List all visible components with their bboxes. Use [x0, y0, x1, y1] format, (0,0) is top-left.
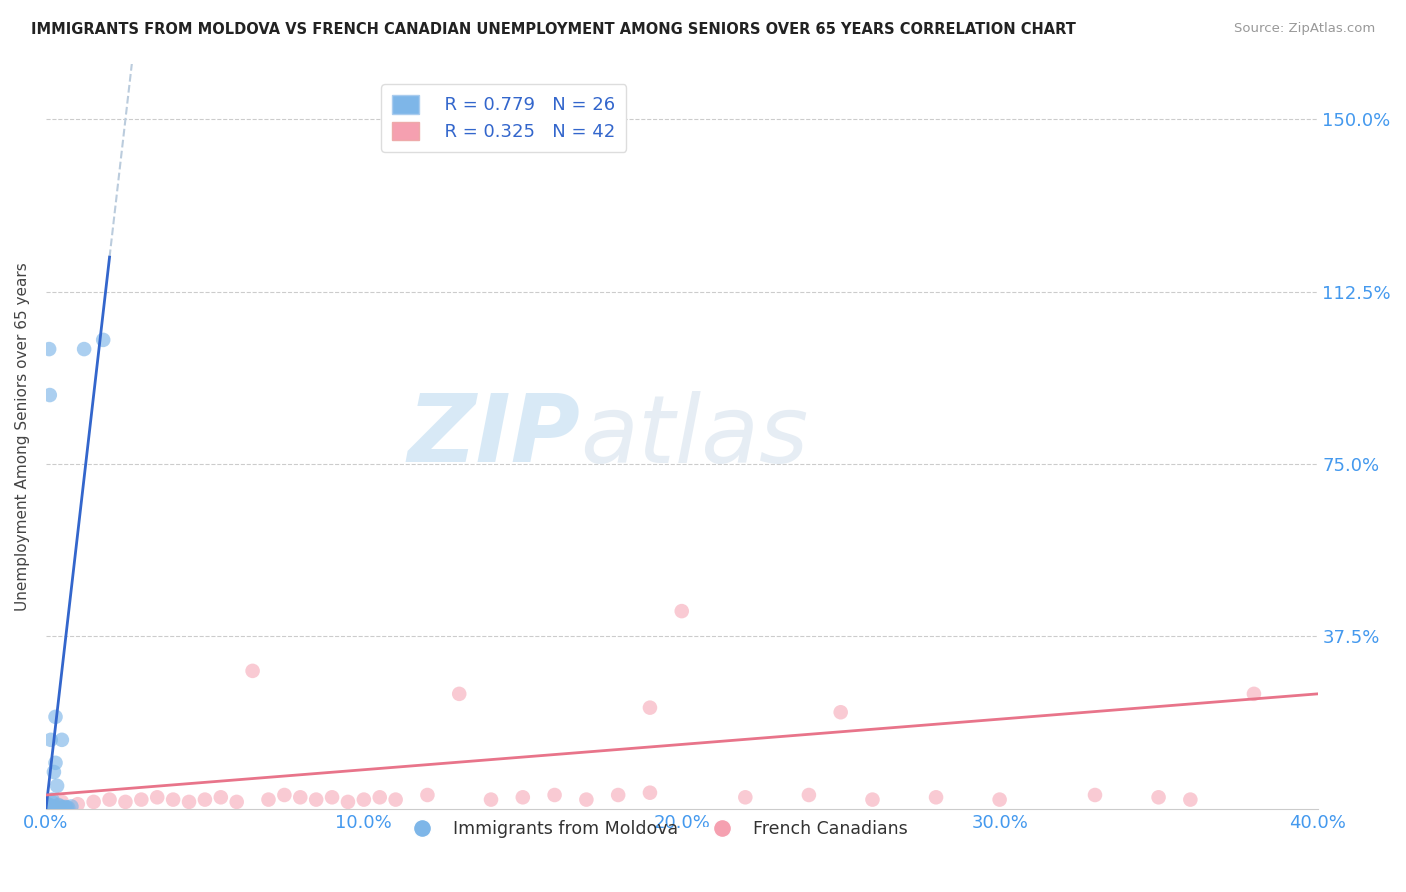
Point — [671, 604, 693, 618]
Point — [543, 788, 565, 802]
Point — [91, 333, 114, 347]
Point — [42, 764, 65, 779]
Point — [257, 792, 280, 806]
Legend: Immigrants from Moldova, French Canadians: Immigrants from Moldova, French Canadian… — [398, 813, 915, 845]
Point — [512, 790, 534, 805]
Point — [479, 792, 502, 806]
Point — [290, 790, 312, 805]
Point — [83, 795, 105, 809]
Point — [131, 792, 153, 806]
Point — [162, 792, 184, 806]
Text: atlas: atlas — [581, 391, 808, 482]
Point — [38, 342, 60, 356]
Point — [51, 800, 73, 814]
Text: Source: ZipAtlas.com: Source: ZipAtlas.com — [1234, 22, 1375, 36]
Point — [607, 788, 630, 802]
Point — [209, 790, 232, 805]
Point — [797, 788, 820, 802]
Point — [39, 732, 62, 747]
Point — [194, 792, 217, 806]
Point — [60, 799, 83, 814]
Point — [925, 790, 948, 805]
Point — [42, 799, 65, 814]
Point — [41, 795, 63, 809]
Point — [638, 786, 661, 800]
Point — [305, 792, 328, 806]
Point — [353, 792, 375, 806]
Point — [98, 792, 121, 806]
Point — [273, 788, 295, 802]
Point — [146, 790, 169, 805]
Point — [225, 795, 247, 809]
Point — [638, 700, 661, 714]
Point — [575, 792, 598, 806]
Point — [38, 388, 60, 402]
Point — [44, 756, 66, 770]
Point — [416, 788, 439, 802]
Point — [1084, 788, 1107, 802]
Point — [51, 795, 73, 809]
Point — [55, 800, 77, 814]
Point — [988, 792, 1011, 806]
Point — [38, 800, 60, 814]
Point — [58, 801, 80, 815]
Point — [44, 710, 66, 724]
Point — [73, 342, 96, 356]
Point — [321, 790, 343, 805]
Point — [368, 790, 391, 805]
Point — [862, 792, 884, 806]
Point — [734, 790, 756, 805]
Point — [52, 801, 75, 815]
Point — [66, 797, 89, 812]
Point — [384, 792, 406, 806]
Point — [51, 732, 73, 747]
Point — [44, 800, 66, 814]
Point — [1243, 687, 1265, 701]
Point — [114, 795, 136, 809]
Point — [1180, 792, 1202, 806]
Point — [1147, 790, 1170, 805]
Point — [41, 792, 63, 806]
Point — [49, 799, 72, 814]
Point — [46, 779, 69, 793]
Point — [830, 705, 852, 719]
Point — [37, 797, 59, 812]
Point — [336, 795, 359, 809]
Point — [38, 798, 60, 813]
Point — [38, 799, 60, 814]
Point — [449, 687, 471, 701]
Text: IMMIGRANTS FROM MOLDOVA VS FRENCH CANADIAN UNEMPLOYMENT AMONG SENIORS OVER 65 YE: IMMIGRANTS FROM MOLDOVA VS FRENCH CANADI… — [31, 22, 1076, 37]
Point — [177, 795, 200, 809]
Text: ZIP: ZIP — [408, 391, 581, 483]
Y-axis label: Unemployment Among Seniors over 65 years: Unemployment Among Seniors over 65 years — [15, 262, 30, 611]
Point — [242, 664, 264, 678]
Point — [48, 798, 70, 813]
Point — [53, 800, 76, 814]
